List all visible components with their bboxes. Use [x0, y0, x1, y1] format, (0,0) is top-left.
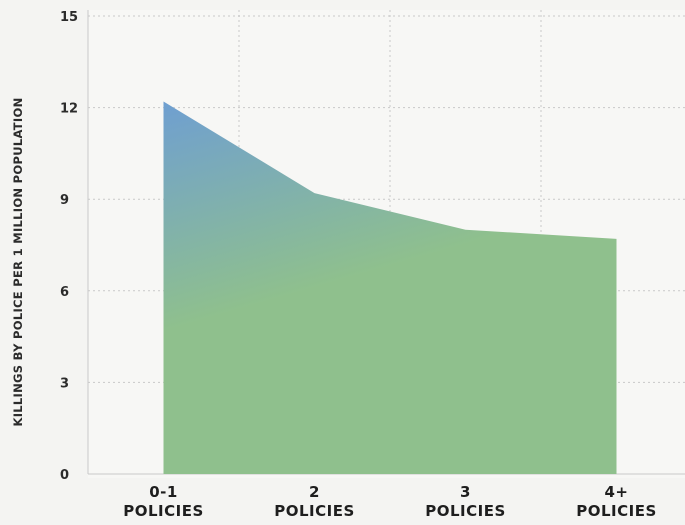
- y-tick-label: 6: [60, 285, 69, 300]
- y-tick-label: 15: [60, 10, 78, 25]
- y-tick-label: 12: [60, 102, 78, 117]
- x-category-label: 4+ POLICIES: [576, 483, 657, 520]
- x-category-label: 3 POLICIES: [425, 483, 506, 520]
- x-axis-categories: 0-1 POLICIES 2 POLICIES 3 POLICIES 4+ POLICIES: [123, 483, 657, 520]
- y-tick-label: 3: [60, 376, 69, 391]
- y-tick-label: 9: [60, 193, 69, 208]
- data-area: [163, 101, 617, 474]
- y-axis-ticks: 0 3 6 9 12 15: [60, 10, 78, 483]
- x-category-label: 2 POLICIES: [274, 483, 355, 520]
- x-category-label: 0-1 POLICIES: [123, 483, 204, 520]
- y-tick-label: 0: [60, 468, 69, 483]
- y-axis-title: KILLINGS BY POLICE PER 1 MILLION POPULAT…: [11, 98, 25, 427]
